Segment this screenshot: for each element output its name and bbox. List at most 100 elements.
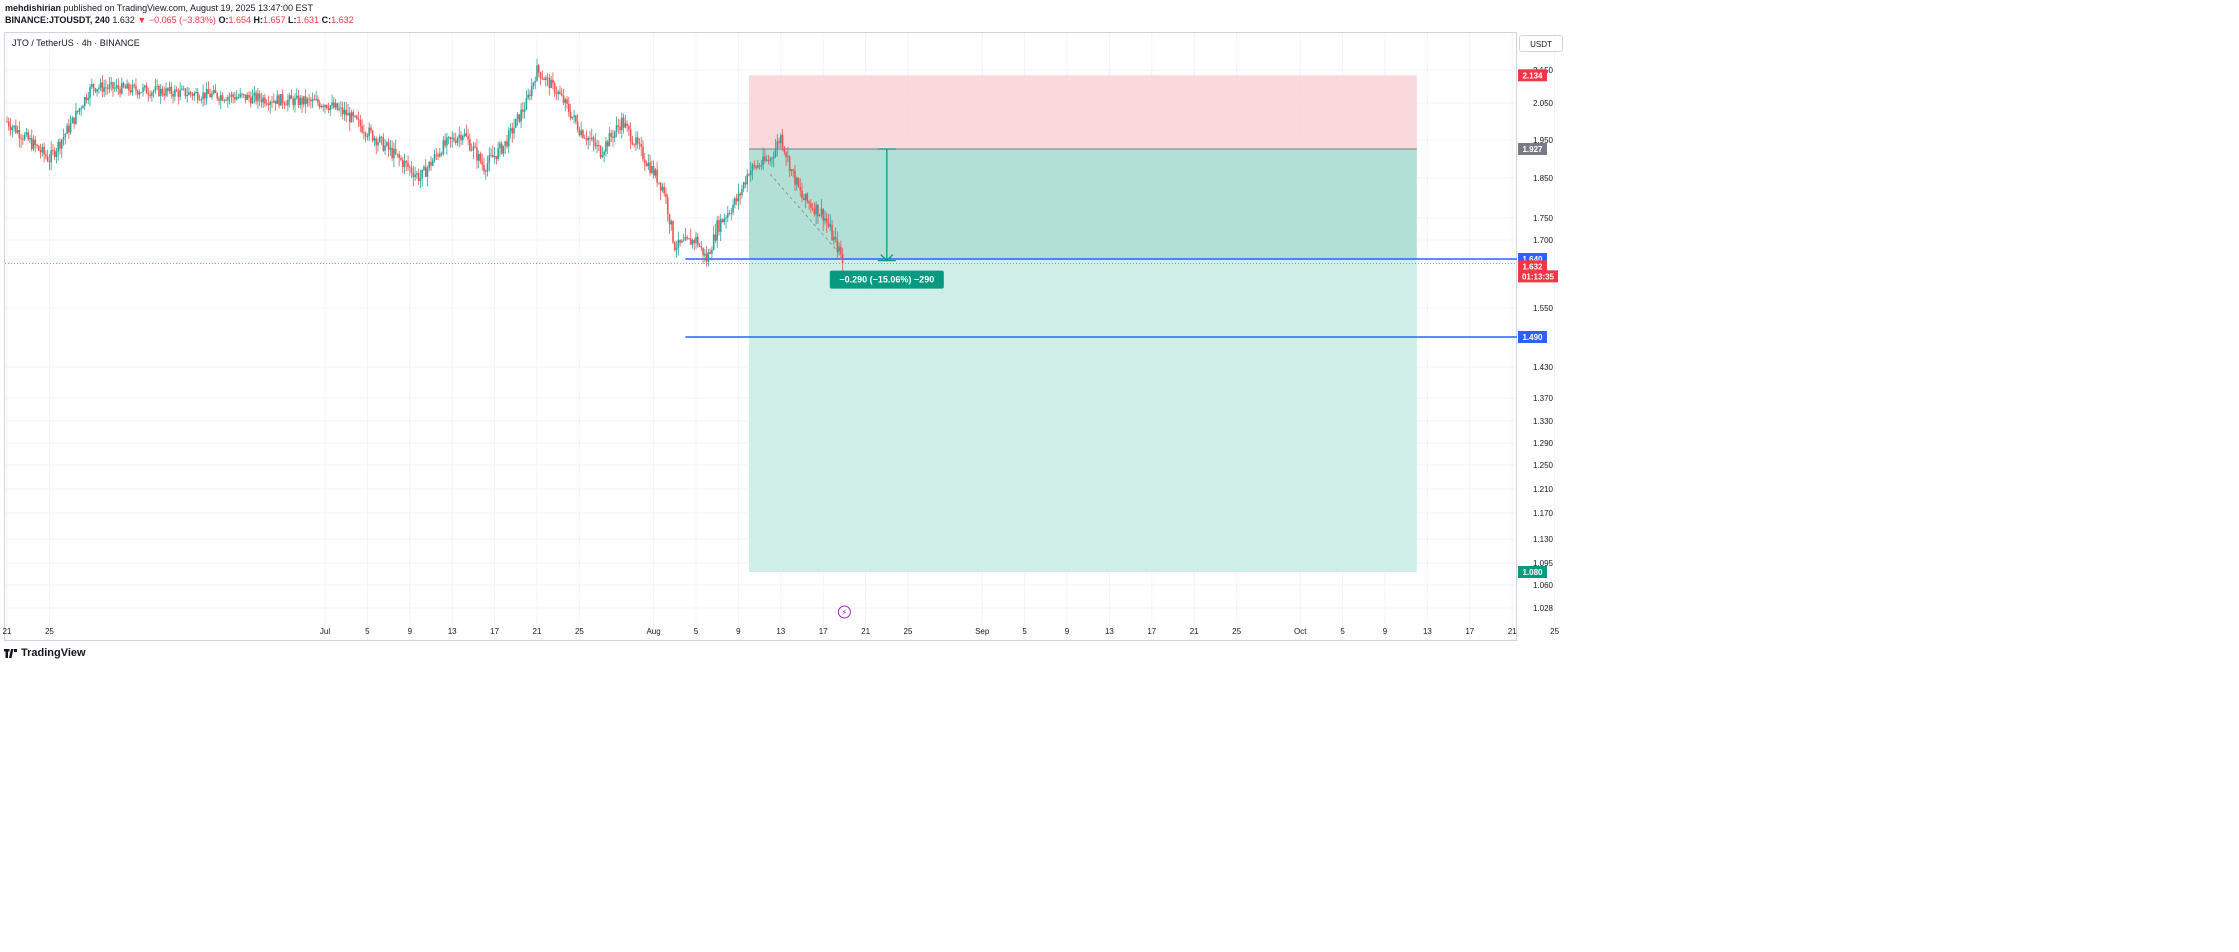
time-tick-label: 17: [819, 627, 828, 636]
time-tick-label: Sep: [975, 627, 990, 636]
candle-body: [571, 116, 574, 119]
candle-body: [66, 125, 68, 134]
candle-body: [548, 77, 551, 89]
candle-body: [585, 138, 588, 141]
candle-body: [636, 137, 639, 144]
candle-body: [578, 129, 581, 136]
candle-body: [412, 172, 415, 178]
candle-body: [287, 99, 289, 106]
candle-body: [456, 138, 459, 143]
time-tick-label: 13: [776, 627, 785, 636]
candle-body: [126, 83, 128, 89]
ohlc-line: BINANCE:JTOUSDT, 240 1.632 ▼ −0.065 (−3.…: [5, 15, 354, 25]
candle-body: [437, 154, 439, 157]
candle-body: [628, 125, 630, 130]
time-tick-label: 13: [1423, 627, 1432, 636]
candle-body: [348, 112, 351, 123]
candle-body: [666, 197, 669, 215]
candle-body: [29, 138, 31, 140]
candle-body: [34, 139, 37, 146]
candle-body: [103, 87, 105, 92]
candle-body: [324, 105, 326, 108]
candle-body: [269, 102, 272, 105]
time-tick-label: 9: [408, 627, 413, 636]
candle-body: [815, 204, 817, 215]
candle-body: [59, 141, 61, 149]
candle-body: [486, 163, 489, 172]
candle-body: [285, 104, 287, 106]
candle-body: [778, 141, 780, 144]
candle-body: [308, 98, 310, 100]
candle-body: [98, 87, 100, 90]
measure-tool: −0.290 (−15.06%) −290 ⚡: [769, 148, 944, 619]
chart-legend[interactable]: JTO / TetherUS · 4h · BINANCE: [10, 37, 142, 49]
candle-body: [698, 245, 701, 247]
candle-body: [198, 99, 201, 101]
candle-body: [470, 150, 473, 151]
candle-body: [723, 218, 726, 223]
candle-body: [414, 174, 416, 178]
candle-body: [373, 138, 376, 141]
currency-button[interactable]: USDT: [1519, 35, 1563, 52]
candle-body: [274, 100, 277, 104]
candle-body: [506, 141, 508, 147]
candle-body: [329, 105, 332, 111]
candle-body: [785, 152, 787, 158]
publish-line: mehdishirian published on TradingView.co…: [5, 3, 313, 13]
candle-body: [325, 105, 328, 109]
price-chart[interactable]: −0.290 (−15.06%) −290⚡ 2.1502.0501.9501.…: [0, 0, 1568, 666]
candle-body: [500, 143, 503, 154]
event-icon: [837, 605, 851, 619]
candle-body: [131, 84, 134, 93]
candle-body: [492, 155, 494, 158]
candle-body: [546, 77, 549, 79]
candle-body: [30, 138, 33, 150]
candle-body: [592, 137, 595, 142]
candle-body: [552, 79, 554, 84]
candle-body: [117, 85, 120, 90]
candle-body: [333, 102, 335, 108]
candle-body: [53, 150, 56, 157]
candle-body: [313, 99, 316, 101]
candle-body: [152, 90, 155, 93]
footer-brand: TradingView: [4, 647, 86, 659]
candle-body: [454, 140, 457, 143]
candle-body: [87, 98, 90, 101]
candle-body: [712, 234, 715, 250]
candle-body: [398, 154, 400, 159]
candle-body: [596, 145, 598, 147]
candle-body: [20, 138, 22, 139]
candle-body: [527, 94, 529, 99]
candle-body: [172, 94, 174, 97]
candle-body: [772, 156, 775, 159]
candle-body: [838, 246, 840, 252]
candle-body: [101, 82, 104, 92]
candle-body: [704, 253, 706, 256]
candle-body: [264, 97, 266, 104]
candle-body: [622, 117, 625, 128]
candle-body: [227, 97, 229, 101]
time-tick-label: 21: [533, 627, 542, 636]
candle-body: [638, 143, 641, 145]
candle-body: [94, 88, 97, 92]
candle-body: [214, 89, 217, 94]
candle-body: [147, 93, 150, 95]
trend-dashed-line: [769, 174, 845, 260]
candle-body: [695, 236, 697, 244]
candle-body: [246, 94, 249, 100]
author-name[interactable]: mehdishirian: [5, 3, 62, 13]
candle-body: [387, 142, 390, 150]
price-label-last: 1.632: [1522, 262, 1543, 271]
candle-body: [433, 154, 436, 161]
candle-body: [295, 95, 298, 98]
candle-body: [804, 193, 807, 201]
candle-body: [144, 85, 146, 88]
price-label-box: [1518, 331, 1547, 343]
candle-body: [400, 158, 402, 160]
candle-body: [642, 146, 644, 160]
candle-body: [749, 170, 752, 176]
candle-body: [719, 219, 722, 232]
candle-body: [808, 201, 810, 204]
price-tick-label: 1.060: [1533, 581, 1554, 590]
candle-body: [380, 136, 383, 138]
